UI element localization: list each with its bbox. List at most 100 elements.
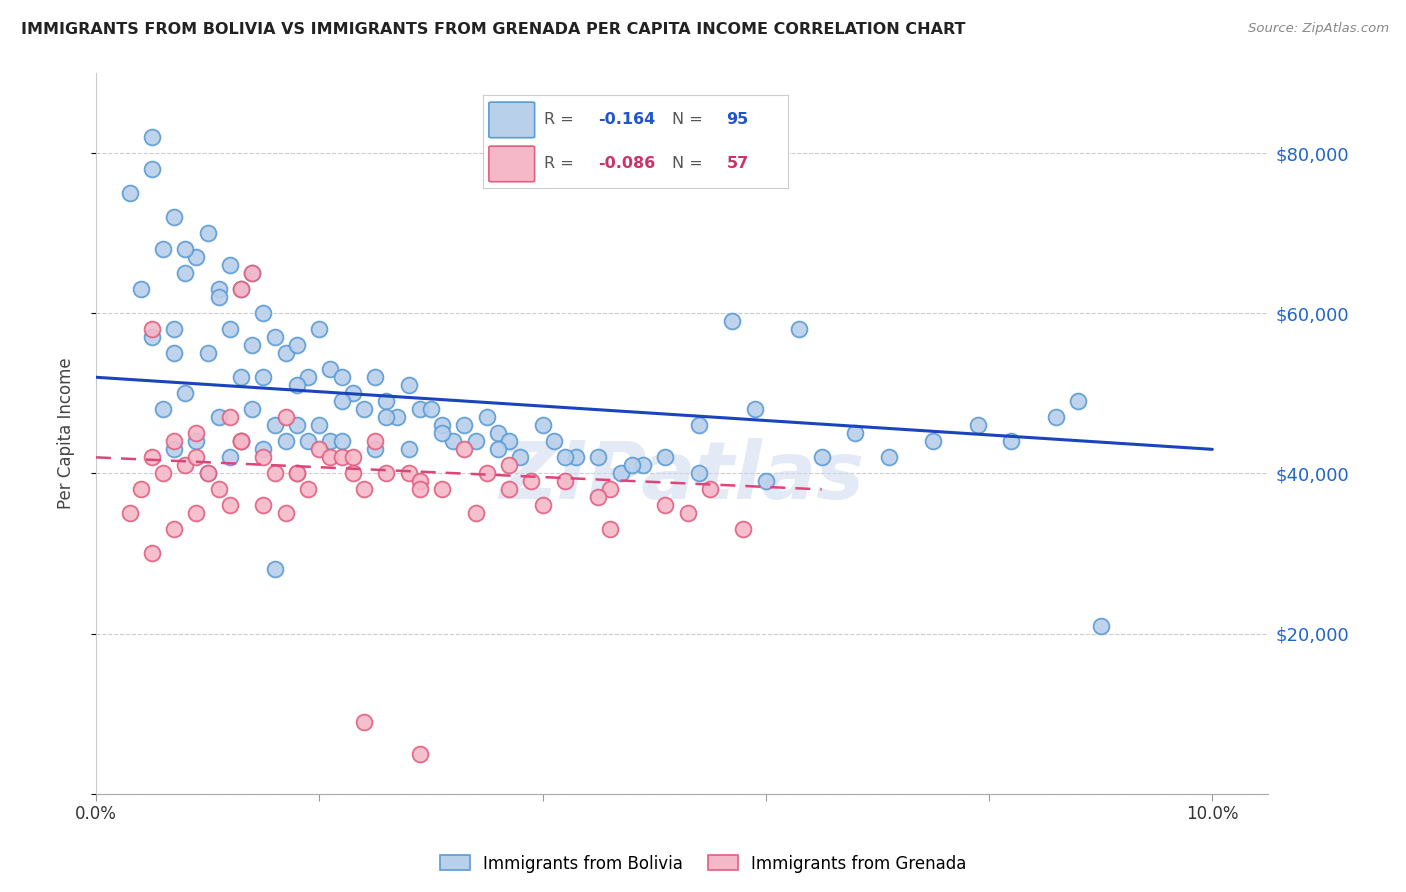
Point (599, 483, 621, 497)
Point (141, 330, 163, 344)
Point (163, 346, 186, 360)
Point (620, 458, 643, 473)
Point (531, 499, 554, 513)
Point (197, 467, 219, 481)
Point (118, 186, 141, 200)
Point (174, 266, 197, 280)
Point (588, 450, 610, 465)
Point (554, 475, 576, 489)
Point (464, 507, 486, 521)
Point (219, 450, 242, 465)
Point (475, 467, 498, 481)
Point (342, 467, 364, 481)
Point (308, 418, 330, 433)
Point (922, 434, 945, 449)
Point (330, 450, 353, 465)
Point (609, 467, 631, 481)
Point (419, 402, 441, 417)
Point (208, 282, 231, 296)
Point (186, 426, 208, 441)
Point (163, 523, 186, 537)
Point (565, 450, 588, 465)
Point (219, 499, 242, 513)
Point (330, 434, 353, 449)
Point (252, 306, 274, 320)
Point (353, 483, 375, 497)
Point (163, 434, 186, 449)
Point (409, 483, 432, 497)
Point (285, 338, 308, 352)
Point (263, 467, 285, 481)
Point (252, 442, 274, 457)
Point (219, 322, 242, 336)
Point (297, 483, 319, 497)
Text: ZIPatlas: ZIPatlas (499, 438, 865, 516)
Point (163, 210, 186, 224)
Point (141, 130, 163, 145)
Point (464, 434, 486, 449)
Point (186, 434, 208, 449)
Point (219, 410, 242, 425)
Y-axis label: Per Capita Income: Per Capita Income (58, 358, 75, 509)
Point (197, 467, 219, 481)
Point (263, 330, 285, 344)
Point (141, 162, 163, 177)
Point (353, 402, 375, 417)
Point (174, 242, 197, 256)
Point (699, 483, 721, 497)
Point (509, 450, 531, 465)
Point (208, 410, 231, 425)
Point (398, 378, 420, 392)
Point (1067, 394, 1090, 409)
Point (554, 450, 576, 465)
Point (330, 394, 353, 409)
Point (274, 346, 297, 360)
Point (375, 394, 398, 409)
Point (197, 226, 219, 240)
Point (498, 434, 520, 449)
Point (810, 450, 832, 465)
Point (877, 450, 900, 465)
Point (240, 338, 263, 352)
Point (297, 370, 319, 384)
Point (163, 442, 186, 457)
Point (398, 442, 420, 457)
Point (430, 483, 453, 497)
Point (240, 402, 263, 417)
Point (733, 523, 755, 537)
Point (844, 426, 866, 441)
Point (240, 266, 263, 280)
Point (1000, 434, 1022, 449)
Point (398, 467, 420, 481)
Point (152, 402, 174, 417)
Point (588, 491, 610, 505)
Point (118, 507, 141, 521)
Point (263, 562, 285, 576)
Point (676, 507, 699, 521)
Point (141, 450, 163, 465)
Point (441, 434, 464, 449)
Point (1090, 618, 1112, 632)
Point (787, 322, 810, 336)
Point (319, 362, 342, 376)
Point (688, 467, 710, 481)
Point (141, 546, 163, 560)
Point (744, 402, 766, 417)
Point (498, 458, 520, 473)
Point (364, 370, 387, 384)
Point (308, 442, 330, 457)
Point (375, 467, 398, 481)
Point (342, 386, 364, 401)
Point (274, 410, 297, 425)
Point (967, 418, 990, 433)
Point (486, 426, 509, 441)
Text: Source: ZipAtlas.com: Source: ZipAtlas.com (1249, 22, 1389, 36)
Point (252, 370, 274, 384)
Point (319, 434, 342, 449)
Point (174, 458, 197, 473)
Point (486, 442, 509, 457)
Point (654, 450, 676, 465)
Point (409, 475, 432, 489)
Point (231, 282, 253, 296)
Point (186, 450, 208, 465)
